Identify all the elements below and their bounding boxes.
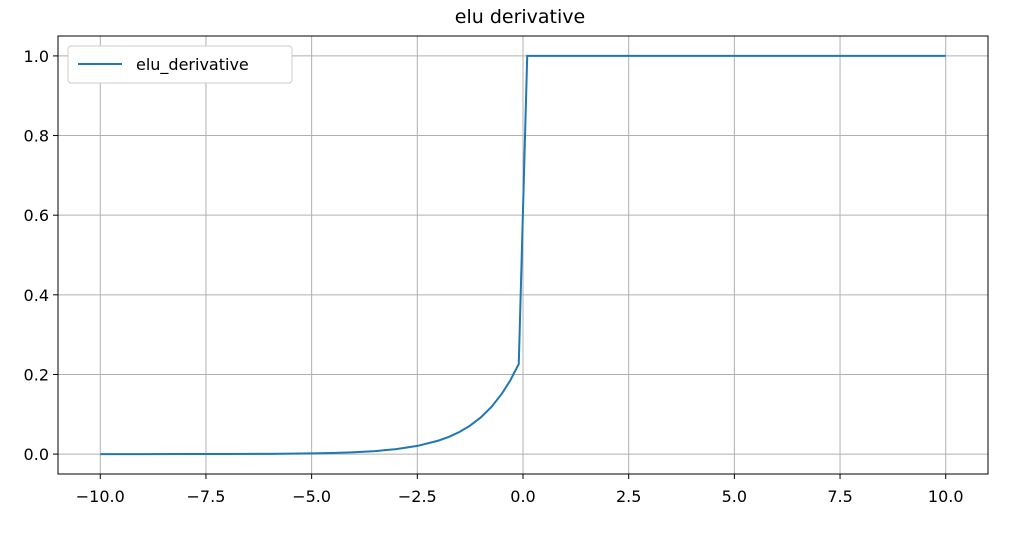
y-tick-label: 0.4	[24, 286, 49, 305]
x-tick-label: −7.5	[187, 487, 226, 506]
y-tick-label: 0.6	[24, 206, 49, 225]
y-tick-label: 0.2	[24, 365, 49, 384]
y-tick-label: 0.0	[24, 445, 49, 464]
x-tick-label: 2.5	[616, 487, 641, 506]
legend-label: elu_derivative	[136, 55, 249, 75]
x-tick-label: −5.0	[292, 487, 331, 506]
x-tick-label: 10.0	[928, 487, 964, 506]
line-series	[100, 54, 946, 456]
plot-frame	[57, 35, 989, 475]
legend: elu_derivative	[67, 45, 293, 84]
x-tick-label: 7.5	[827, 487, 852, 506]
x-tick-label: −2.5	[398, 487, 437, 506]
x-tick-label: 5.0	[722, 487, 747, 506]
y-tick-label: 0.8	[24, 127, 49, 146]
chart-title: elu derivative	[455, 6, 585, 28]
legend-box	[67, 45, 293, 84]
x-tick-label: 0.0	[510, 487, 535, 506]
y-tick-label: 1.0	[24, 47, 49, 66]
x-tick-label: −10.0	[76, 487, 125, 506]
